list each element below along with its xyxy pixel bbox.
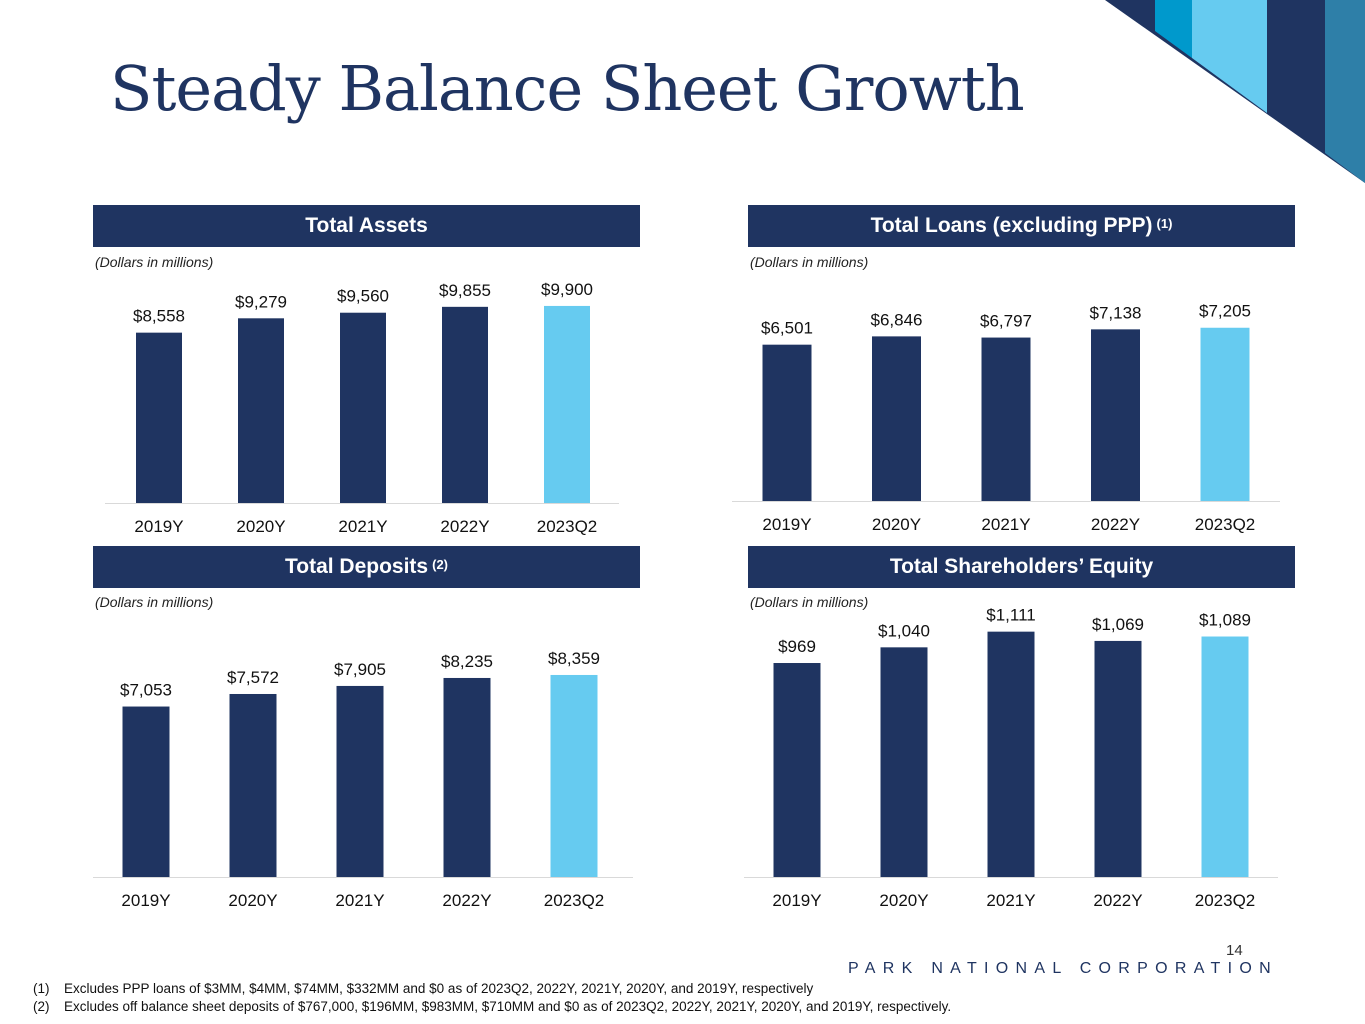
company-name: PARK NATIONAL CORPORATION — [848, 960, 1278, 977]
total-loans-header: Total Loans (excluding PPP) (1) — [748, 205, 1295, 247]
assets-category-label-2021Y: 2021Y — [338, 517, 387, 536]
assets-units-note: (Dollars in millions) — [95, 254, 214, 270]
loans-data-label-2023Q2: $7,205 — [1199, 302, 1251, 321]
equity-category-label-2020Y: 2020Y — [879, 891, 928, 910]
deposits-data-label-2021Y: $7,905 — [334, 660, 386, 679]
deposits-units-note: (Dollars in millions) — [95, 594, 214, 610]
deposits-data-label-2023Q2: $8,359 — [548, 649, 600, 668]
total-loans-chart: $6,501 2019Y $6,846 2020Y $6,797 2021Y $7,138 2… — [732, 302, 1280, 534]
deposits-category-label-2020Y: 2020Y — [228, 891, 277, 910]
footnote-2: (2) Excludes off balance sheet deposits o… — [33, 999, 951, 1014]
loans-units-note: (Dollars in millions) — [750, 254, 869, 270]
deposits-category-label-2019Y: 2019Y — [121, 891, 170, 910]
loans-category-label-2022Y: 2022Y — [1091, 515, 1140, 534]
total-loans-footnote-ref: (1) — [1156, 215, 1173, 231]
equity-category-label-2022Y: 2022Y — [1093, 891, 1142, 910]
loans-data-label-2020Y: $6,846 — [871, 310, 923, 329]
equity-bar-2023Q2 — [1201, 636, 1249, 877]
assets-data-label-2022Y: $9,855 — [439, 281, 491, 300]
loans-bar-2023Q2 — [1200, 327, 1250, 501]
loans-data-label-2021Y: $6,797 — [980, 312, 1032, 331]
page-title: Steady Balance Sheet Growth — [110, 52, 1025, 125]
total-equity-chart: $969 2019Y $1,040 2020Y $1,111 2021Y $1,069 202… — [744, 606, 1278, 910]
assets-data-label-2020Y: $9,279 — [235, 292, 287, 311]
total-equity-header: Total Shareholders’ Equity — [748, 546, 1295, 588]
loans-category-label-2020Y: 2020Y — [872, 515, 921, 534]
equity-data-label-2021Y: $1,111 — [986, 606, 1035, 625]
assets-category-label-2023Q2: 2023Q2 — [537, 517, 598, 536]
footnote-2-mark: (2) — [33, 999, 50, 1014]
equity-bar-2022Y — [1094, 640, 1142, 877]
deposits-bar-2019Y — [122, 706, 170, 877]
assets-bar-2023Q2 — [544, 305, 590, 503]
total-deposits-chart: $7,053 2019Y $7,572 2020Y $7,905 2021Y $8,235 2… — [93, 649, 633, 910]
loans-category-label-2021Y: 2021Y — [981, 515, 1030, 534]
loans-bar-2022Y — [1091, 329, 1140, 501]
equity-units-note: (Dollars in millions) — [750, 594, 869, 610]
deposits-category-label-2023Q2: 2023Q2 — [544, 891, 605, 910]
total-loans-title: Total Loans (excluding PPP) — [870, 214, 1153, 237]
assets-bar-2021Y — [340, 312, 386, 503]
equity-bar-2021Y — [987, 631, 1035, 877]
deposits-bar-2021Y — [336, 685, 384, 877]
equity-data-label-2023Q2: $1,089 — [1199, 611, 1251, 630]
deposits-bar-2023Q2 — [550, 674, 598, 877]
assets-data-label-2021Y: $9,560 — [337, 287, 389, 306]
footnote-1-mark: (1) — [33, 981, 50, 996]
total-assets-header: Total Assets — [93, 205, 640, 247]
assets-category-label-2019Y: 2019Y — [134, 517, 183, 536]
footnote-1: (1) Excludes PPP loans of $3MM, $4MM, $74… — [33, 981, 813, 996]
equity-bar-2019Y — [773, 663, 821, 877]
loans-data-label-2019Y: $6,501 — [761, 319, 813, 338]
assets-bar-2019Y — [136, 332, 182, 503]
deposits-category-label-2022Y: 2022Y — [442, 891, 491, 910]
loans-bar-2019Y — [762, 344, 812, 501]
deposits-data-label-2020Y: $7,572 — [227, 668, 279, 687]
equity-category-label-2023Q2: 2023Q2 — [1195, 891, 1256, 910]
total-deposits-footnote-ref: (2) — [432, 556, 448, 572]
total-deposits-title: Total Deposits — [284, 555, 429, 578]
equity-data-label-2020Y: $1,040 — [878, 621, 930, 640]
total-deposits-header: Total Deposits (2) — [93, 546, 640, 588]
loans-bar-2021Y — [981, 337, 1031, 501]
equity-bar-2020Y — [880, 647, 928, 877]
total-assets-title: Total Assets — [305, 214, 428, 237]
deposits-data-label-2019Y: $7,053 — [120, 681, 172, 700]
assets-bar-2022Y — [442, 306, 488, 503]
assets-data-label-2023Q2: $9,900 — [541, 280, 593, 299]
total-equity-title: Total Shareholders’ Equity — [889, 555, 1154, 578]
equity-data-label-2019Y: $969 — [778, 637, 816, 656]
assets-category-label-2022Y: 2022Y — [440, 517, 489, 536]
deposits-bar-2022Y — [443, 677, 491, 877]
equity-category-label-2019Y: 2019Y — [772, 891, 821, 910]
deposits-data-label-2022Y: $8,235 — [441, 652, 493, 671]
page-number: 14 — [1226, 942, 1243, 959]
loans-category-label-2019Y: 2019Y — [762, 515, 811, 534]
assets-bar-2020Y — [238, 318, 284, 503]
total-assets-chart: $8,558 2019Y $9,279 2020Y $9,560 2021Y $9,855 2… — [105, 280, 619, 536]
footnote-2-text: Excludes off balance sheet deposits of $… — [64, 999, 952, 1014]
assets-category-label-2020Y: 2020Y — [236, 517, 285, 536]
loans-bar-2020Y — [872, 336, 921, 501]
footnote-1-text: Excludes PPP loans of $3MM, $4MM, $74MM,… — [64, 981, 814, 996]
equity-data-label-2022Y: $1,069 — [1092, 615, 1144, 634]
deposits-bar-2020Y — [229, 693, 277, 877]
equity-category-label-2021Y: 2021Y — [986, 891, 1035, 910]
loans-data-label-2022Y: $7,138 — [1090, 303, 1142, 322]
assets-data-label-2019Y: $8,558 — [133, 307, 185, 326]
loans-category-label-2023Q2: 2023Q2 — [1195, 515, 1256, 534]
deposits-category-label-2021Y: 2021Y — [335, 891, 384, 910]
